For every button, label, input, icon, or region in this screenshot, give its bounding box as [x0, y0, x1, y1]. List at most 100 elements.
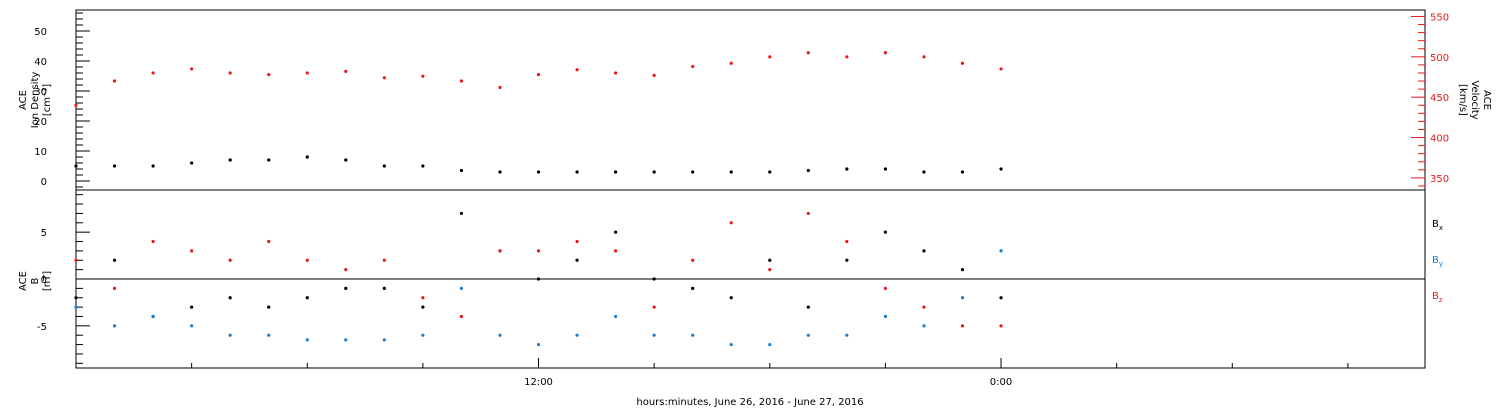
legend-bz-sub: z — [1439, 296, 1443, 304]
density-axis-title-line1: ACE — [18, 90, 29, 110]
data-point — [382, 286, 386, 290]
data-point — [112, 286, 117, 290]
bottom-panel-points — [74, 211, 1003, 347]
legend-bx-label: B — [1432, 219, 1439, 230]
data-point — [536, 277, 541, 281]
data-point — [305, 296, 309, 300]
data-point — [382, 258, 386, 262]
data-point — [344, 69, 348, 73]
data-point — [74, 258, 78, 262]
data-point — [228, 158, 232, 162]
tick-label: 450 — [1430, 93, 1449, 104]
data-point — [691, 64, 695, 69]
data-point — [344, 338, 348, 342]
data-point — [267, 72, 271, 77]
data-point — [691, 170, 695, 174]
data-point — [960, 61, 965, 65]
data-point — [459, 314, 464, 319]
tick-label: 50 — [34, 27, 47, 38]
data-point — [459, 79, 464, 83]
bfield-axis-title-line3: [nT] — [42, 271, 53, 291]
data-point — [151, 314, 155, 319]
data-point — [768, 268, 772, 272]
x-tick-label: 12:00 — [524, 377, 553, 388]
data-point — [960, 170, 965, 174]
data-point — [305, 258, 309, 262]
legend-by-sub: y — [1439, 260, 1443, 268]
legend-by: By — [1432, 255, 1443, 268]
data-point — [344, 286, 348, 290]
top-left-tick-labels: 0 10 20 30 40 50 — [34, 27, 47, 188]
data-point — [768, 170, 772, 174]
data-point — [267, 239, 271, 244]
data-point — [614, 249, 618, 253]
data-point — [960, 324, 965, 328]
top-panel-frame — [75, 9, 1426, 191]
data-point — [112, 79, 117, 83]
data-point — [344, 268, 348, 272]
x-tick-labels: 12:00 0:00 — [524, 377, 1012, 388]
data-point — [652, 305, 656, 309]
data-point — [845, 258, 849, 262]
data-point — [74, 296, 78, 300]
data-point — [922, 170, 926, 174]
data-point — [228, 71, 232, 75]
data-point — [575, 333, 579, 337]
data-point — [305, 338, 309, 342]
data-point — [922, 324, 926, 328]
data-point — [614, 230, 618, 234]
bottom-left-minor-ticks — [76, 194, 90, 364]
data-point — [614, 314, 618, 319]
data-point — [459, 168, 464, 173]
x-tick-label: 0:00 — [990, 377, 1012, 388]
data-point — [382, 164, 386, 168]
data-point — [999, 167, 1003, 171]
tick-label: 20 — [34, 117, 47, 128]
data-point — [305, 71, 309, 75]
data-point — [382, 76, 386, 80]
data-point — [421, 333, 425, 337]
top-right-minor-ticks — [1411, 15, 1425, 187]
legend-bz: Bz — [1432, 291, 1443, 304]
data-point — [190, 305, 194, 309]
data-point — [459, 286, 464, 290]
data-point — [999, 296, 1003, 300]
data-point — [382, 338, 386, 342]
data-point — [575, 239, 579, 244]
data-point — [614, 170, 618, 174]
data-point — [806, 168, 810, 173]
data-point — [729, 342, 733, 347]
data-point — [729, 296, 733, 300]
tick-label: 30 — [34, 87, 47, 98]
data-point — [498, 170, 502, 174]
data-point — [267, 305, 271, 309]
tick-label: 400 — [1430, 134, 1449, 145]
data-point — [112, 324, 117, 328]
data-point — [729, 61, 733, 65]
data-point — [74, 103, 78, 107]
data-point — [575, 258, 579, 262]
data-point — [729, 221, 733, 225]
data-point — [806, 51, 810, 55]
legend-bz-label: B — [1432, 291, 1439, 302]
data-point — [421, 164, 425, 168]
data-point — [305, 155, 309, 159]
bfield-axis-title-line1: ACE — [18, 271, 29, 291]
data-point — [845, 167, 849, 171]
top-panel-points — [74, 51, 1003, 174]
data-point — [498, 333, 502, 337]
data-point — [421, 296, 425, 300]
velocity-axis-title-line2: Velocity — [1469, 80, 1480, 119]
tick-label: -5 — [37, 322, 47, 333]
data-point — [691, 258, 695, 262]
data-point — [768, 342, 772, 347]
data-point — [151, 239, 155, 244]
data-point — [575, 170, 579, 174]
data-point — [112, 164, 117, 168]
data-point — [151, 71, 155, 75]
data-point — [729, 170, 733, 174]
x-minor-ticks — [75, 358, 1349, 368]
data-point — [691, 286, 695, 290]
tick-label: 0 — [41, 275, 47, 286]
